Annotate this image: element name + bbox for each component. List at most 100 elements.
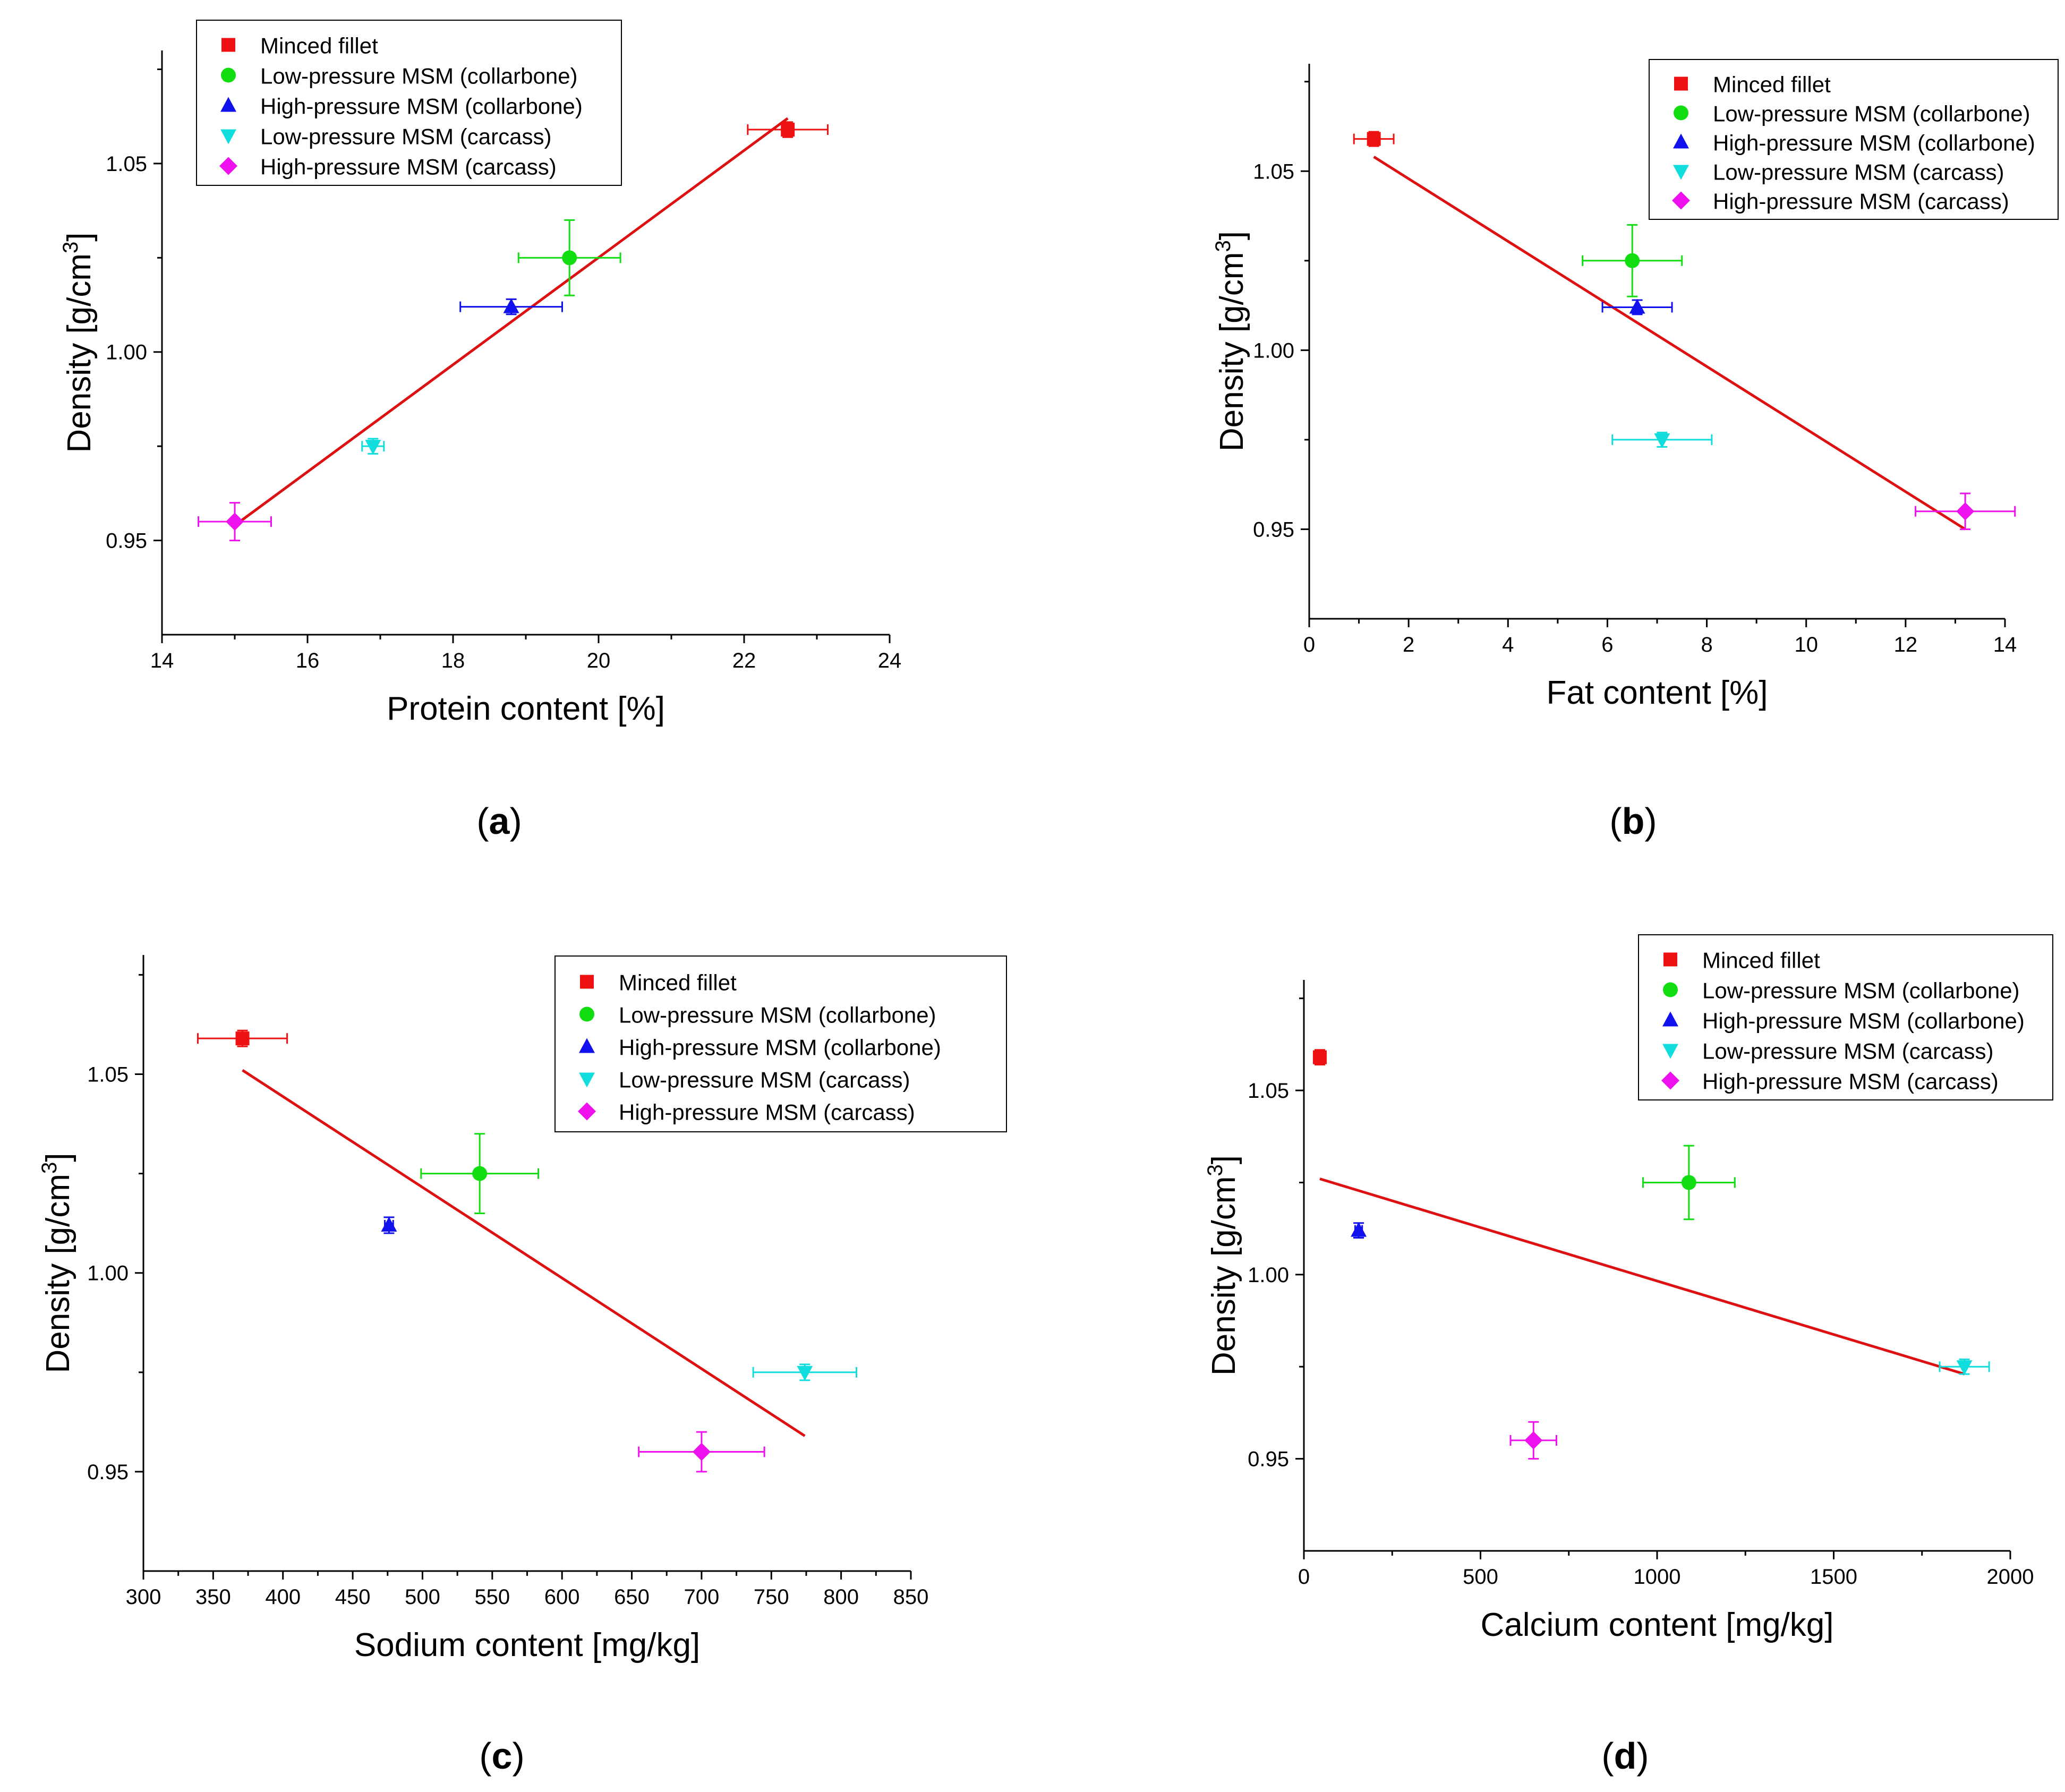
y-axis-label-end: ] bbox=[40, 1153, 76, 1162]
data-marker bbox=[781, 123, 795, 137]
data-marker bbox=[1629, 298, 1645, 314]
data-point-high-pressure-collarbone bbox=[459, 298, 563, 315]
legend-item: Minced fillet bbox=[580, 970, 737, 995]
legend-label: Minced fillet bbox=[260, 33, 378, 58]
x-tick-label: 22 bbox=[732, 649, 756, 672]
y-axis-label: Density [g/cm3] bbox=[59, 232, 98, 453]
x-axis-label: Protein content [%] bbox=[387, 690, 665, 727]
y-axis-label-superscript: 3 bbox=[59, 242, 82, 253]
y-tick-label: 1.00 bbox=[1253, 339, 1294, 362]
legend: Minced fillet Low-pressure MSM (collarbon… bbox=[196, 20, 622, 186]
legend-item: High-pressure MSM (collarbone) bbox=[220, 94, 583, 119]
legend-label: Minced fillet bbox=[1713, 72, 1831, 97]
legend: Minced fillet Low-pressure MSM (collarbon… bbox=[1649, 59, 2059, 220]
caption-paren-close: ) bbox=[509, 800, 522, 842]
legend-marker bbox=[1663, 982, 1678, 997]
data-point-low-pressure-collarbone bbox=[420, 1133, 540, 1214]
y-axis-label-end: ] bbox=[1206, 1155, 1242, 1164]
y-tick-label: 0.95 bbox=[1248, 1448, 1289, 1471]
data-marker bbox=[562, 250, 577, 266]
x-tick-label: 500 bbox=[405, 1585, 440, 1609]
legend-marker bbox=[220, 129, 236, 144]
legend-marker bbox=[578, 1102, 596, 1121]
data-marker bbox=[381, 1216, 397, 1232]
legend-label: Low-pressure MSM (collarbone) bbox=[1713, 101, 2030, 126]
legend-item: Low-pressure MSM (carcass) bbox=[220, 124, 551, 149]
legend-marker bbox=[1662, 1011, 1678, 1027]
caption-paren-open: ( bbox=[1601, 1735, 1614, 1777]
legend-item: High-pressure MSM (carcass) bbox=[1661, 1069, 1999, 1094]
y-axis-label-text: Density [g/cm bbox=[1206, 1176, 1242, 1376]
x-tick-label: 600 bbox=[544, 1585, 580, 1609]
legend-marker bbox=[1672, 191, 1690, 210]
legend-box bbox=[1649, 59, 2059, 220]
chart-panel-a: 14 16 18 20 22 24 0.95 1.00 1.05 Protein content … bbox=[59, 20, 901, 842]
y-tick-label: 1.00 bbox=[106, 341, 147, 364]
legend-label: Minced fillet bbox=[619, 970, 737, 995]
y-tick-label: 0.95 bbox=[1253, 518, 1294, 541]
y-axis-label-text: Density [g/cm bbox=[61, 253, 98, 453]
data-point-minced-fillet bbox=[747, 121, 829, 138]
legend-label: High-pressure MSM (carcass) bbox=[619, 1100, 915, 1125]
x-tick-label: 500 bbox=[1463, 1565, 1498, 1589]
data-marker bbox=[1654, 433, 1670, 448]
x-tick-label: 12 bbox=[1894, 633, 1918, 656]
data-point-high-pressure-collarbone bbox=[1351, 1222, 1367, 1239]
legend-marker bbox=[579, 1038, 595, 1053]
y-axis-label: Density [g/cm3] bbox=[38, 1153, 76, 1373]
data-point-minced-fillet bbox=[197, 1029, 288, 1047]
x-tick-label: 20 bbox=[587, 649, 611, 672]
legend-marker bbox=[219, 157, 237, 175]
x-tick-label: 400 bbox=[265, 1585, 301, 1609]
data-point-low-pressure-collarbone bbox=[1582, 224, 1683, 297]
x-tick-label: 0 bbox=[1298, 1565, 1310, 1589]
x-tick-label: 1000 bbox=[1634, 1565, 1681, 1589]
x-tick-label: 24 bbox=[878, 649, 902, 672]
legend-item: Low-pressure MSM (collarbone) bbox=[1674, 101, 2030, 126]
data-marker bbox=[235, 1031, 250, 1046]
data-marker bbox=[1367, 132, 1381, 146]
data-marker bbox=[226, 513, 244, 531]
legend-item: High-pressure MSM (carcass) bbox=[219, 155, 557, 180]
x-tick-label: 800 bbox=[823, 1585, 859, 1609]
caption-paren-close: ) bbox=[512, 1735, 524, 1777]
panel-caption: (b) bbox=[1609, 800, 1657, 842]
legend-marker bbox=[1673, 165, 1689, 180]
caption-letter: c bbox=[492, 1735, 513, 1777]
legend-item: Low-pressure MSM (carcass) bbox=[1662, 1039, 1993, 1064]
caption-paren-open: ( bbox=[476, 800, 489, 842]
legend: Minced fillet Low-pressure MSM (collarbon… bbox=[554, 955, 1007, 1132]
y-tick-label: 1.05 bbox=[1248, 1079, 1289, 1103]
legend-item: High-pressure MSM (carcass) bbox=[578, 1100, 915, 1125]
y-axis-label-text: Density [g/cm bbox=[1214, 252, 1250, 451]
chart-panel-d: 0 500 1000 1500 2000 0.95 1.00 1.05 Calcium cont… bbox=[1204, 934, 2053, 1777]
fit-line bbox=[234, 117, 789, 527]
legend-marker bbox=[1673, 133, 1689, 149]
x-tick-label: 650 bbox=[614, 1585, 650, 1609]
data-marker bbox=[365, 440, 381, 455]
legend-item: High-pressure MSM (carcass) bbox=[1672, 189, 2009, 214]
y-tick-label: 1.00 bbox=[87, 1262, 129, 1285]
legend-marker bbox=[221, 67, 236, 83]
x-tick-label: 1500 bbox=[1810, 1565, 1857, 1589]
fit-line bbox=[242, 1069, 806, 1437]
x-tick-label: 6 bbox=[1601, 633, 1613, 656]
y-tick-label: 0.95 bbox=[87, 1461, 129, 1484]
legend-marker bbox=[1663, 952, 1677, 967]
legend-item: Low-pressure MSM (carcass) bbox=[1673, 160, 2004, 185]
data-marker bbox=[692, 1443, 711, 1461]
y-axis-label-superscript: 3 bbox=[1211, 240, 1235, 252]
y-tick-label: 0.95 bbox=[106, 530, 147, 553]
data-marker bbox=[1956, 1360, 1973, 1376]
caption-paren-open: ( bbox=[1609, 800, 1622, 842]
legend-label: Low-pressure MSM (carcass) bbox=[260, 124, 551, 149]
x-tick-label: 550 bbox=[474, 1585, 510, 1609]
legend-label: Low-pressure MSM (carcass) bbox=[619, 1068, 910, 1093]
legend-marker bbox=[1674, 76, 1688, 91]
x-tick-label: 4 bbox=[1502, 633, 1514, 656]
caption-paren-open: ( bbox=[479, 1735, 491, 1777]
data-point-high-pressure-collarbone bbox=[1601, 298, 1673, 315]
panel-caption: (c) bbox=[479, 1735, 525, 1777]
caption-paren-close: ) bbox=[1644, 800, 1657, 842]
